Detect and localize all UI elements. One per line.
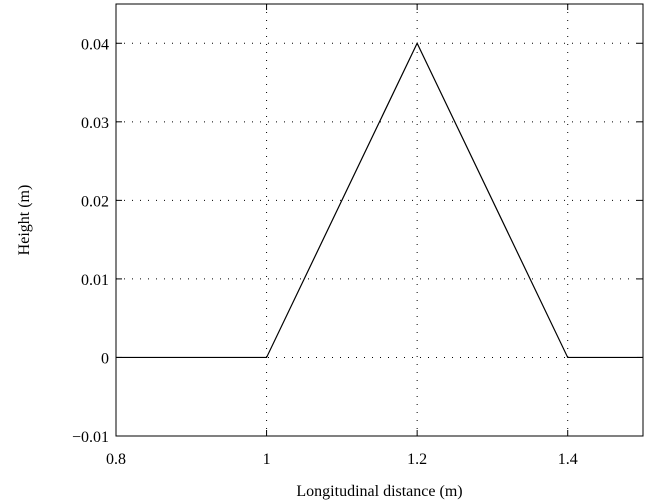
y-tick-label: 0 xyxy=(101,350,109,367)
y-axis-label: Height (m) xyxy=(16,185,33,256)
ticks xyxy=(115,4,643,437)
series-layer xyxy=(116,41,643,359)
grid xyxy=(116,4,643,436)
y-tick-label: 0.01 xyxy=(81,272,109,289)
y-tick-label: 0.02 xyxy=(81,193,109,210)
y-tick-label: 0.03 xyxy=(81,115,109,132)
y-tick-label: 0.04 xyxy=(81,36,109,53)
x-tick-label: 1.4 xyxy=(558,451,578,468)
tick-labels: 0.8 1 1.2 1.4 −0.01 0 0.01 0.02 0.03 0.04 xyxy=(72,36,578,468)
series-line xyxy=(116,41,643,359)
plot-frame xyxy=(115,3,644,437)
x-tick-label: 1 xyxy=(263,451,271,468)
x-axis-label: Longitudinal distance (m) xyxy=(296,483,462,500)
x-tick-label: 1.2 xyxy=(407,451,427,468)
x-tick-label: 0.8 xyxy=(106,451,126,468)
y-tick-label: −0.01 xyxy=(72,429,109,446)
